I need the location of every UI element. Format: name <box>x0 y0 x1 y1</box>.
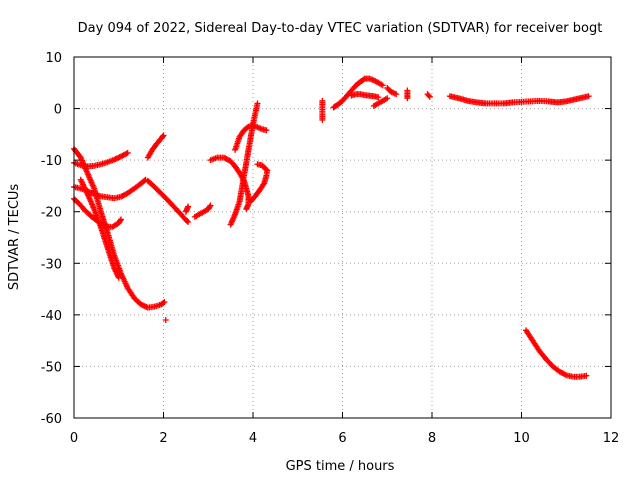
data-points <box>71 75 592 380</box>
plot-frame <box>73 56 612 419</box>
data-point <box>425 92 432 99</box>
x-tick-label: 6 <box>338 431 346 446</box>
x-tick-label: 10 <box>513 431 530 446</box>
data-point <box>117 217 124 224</box>
data-point <box>124 149 131 156</box>
data-point <box>161 298 168 305</box>
data-point <box>404 95 411 102</box>
y-tick-label: -50 <box>41 360 62 375</box>
data-point <box>260 181 267 188</box>
data-point <box>123 150 130 157</box>
data-point <box>183 217 190 224</box>
x-tick-label: 12 <box>603 431 620 446</box>
y-tick-label: -40 <box>41 309 62 324</box>
axis-ticks: 0 2 4 6 8 10 12 10 0 -10 -20 -30 -40 -50 -60 <box>41 51 620 446</box>
y-tick-label: -10 <box>41 154 62 169</box>
data-point <box>583 372 590 379</box>
data-point <box>117 216 124 223</box>
data-point <box>185 203 192 210</box>
data-point <box>426 93 433 100</box>
y-tick-label: -20 <box>41 206 62 221</box>
x-tick-label: 8 <box>428 431 436 446</box>
x-axis-label: GPS time / hours <box>286 459 395 474</box>
data-point <box>254 161 261 168</box>
data-point <box>384 95 391 102</box>
x-tick-label: 2 <box>159 431 167 446</box>
data-point <box>243 206 250 213</box>
data-point <box>561 371 568 378</box>
chart-title: Day 094 of 2022, Sidereal Day-to-day VTE… <box>78 21 603 36</box>
data-point <box>206 203 213 210</box>
data-point <box>263 127 270 134</box>
data-point <box>160 132 167 139</box>
data-point <box>585 93 592 100</box>
y-tick-label: 0 <box>54 103 62 118</box>
data-point <box>185 219 192 226</box>
data-point <box>393 91 400 98</box>
data-point <box>254 100 261 107</box>
grid-lines <box>74 57 611 418</box>
data-point <box>160 299 167 306</box>
data-point <box>162 317 169 324</box>
y-tick-label: -30 <box>41 257 62 272</box>
y-axis-label: SDTVAR / TECUs <box>7 184 22 291</box>
data-point <box>159 133 166 140</box>
data-point <box>319 116 326 123</box>
data-point <box>207 202 214 209</box>
y-tick-label: 10 <box>45 51 62 66</box>
y-tick-label: -60 <box>41 412 62 427</box>
data-point <box>115 274 122 281</box>
data-point <box>379 82 386 89</box>
x-tick-label: 0 <box>70 431 78 446</box>
data-point <box>375 94 382 101</box>
x-tick-label: 4 <box>249 431 257 446</box>
